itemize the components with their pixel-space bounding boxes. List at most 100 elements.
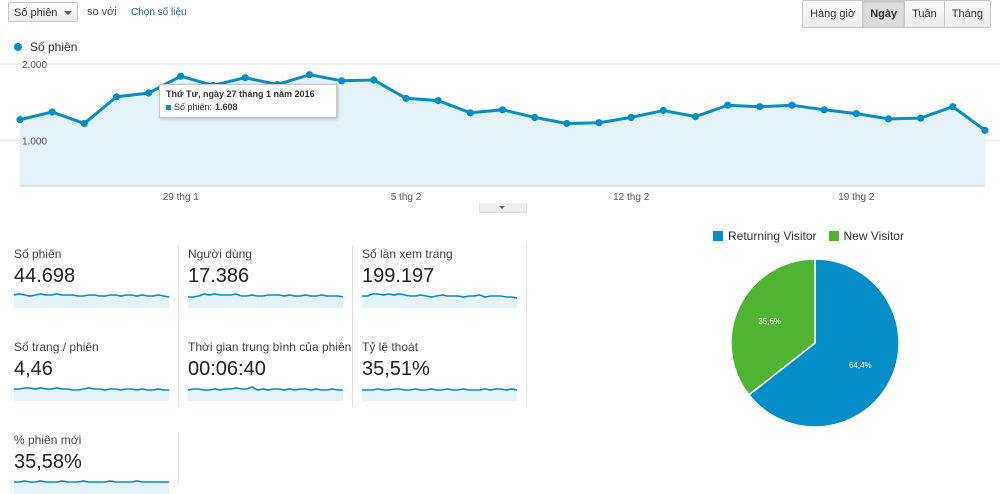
data-point: [627, 113, 635, 121]
metric-sparkline: [14, 387, 169, 401]
choose-metric-link[interactable]: Chọn số liệu: [131, 7, 187, 18]
chart-collapse-handle[interactable]: [479, 203, 527, 213]
pie-slice-label: 64,4%: [849, 361, 872, 370]
period-toggle: Hàng giờ Ngày Tuần Tháng: [802, 0, 991, 28]
data-point: [788, 101, 796, 109]
metric-tile-sessions[interactable]: Số phiên 44.698: [14, 247, 179, 308]
metric-tile-users[interactable]: Người dùng 17.386: [188, 247, 353, 308]
data-point: [112, 93, 121, 101]
y-tick-label: 1.000: [22, 136, 47, 147]
metric-value: 44.698: [14, 265, 76, 287]
metric-tile-avg-session-duration[interactable]: Thời gian trung bình của phiên 00:06:40: [188, 340, 353, 401]
x-tick-label: 19 thg 2: [838, 192, 875, 203]
data-point: [949, 103, 957, 111]
sparkline-area: [188, 387, 343, 401]
data-point: [981, 126, 989, 134]
sparkline-line: [188, 386, 343, 391]
tooltip-label: Số phiên:: [174, 102, 213, 112]
visitor-type-pie-chart[interactable]: 64,4% 35,6%: [730, 258, 900, 428]
data-point: [498, 106, 507, 114]
metric-tile-bounce-rate[interactable]: Tỷ lệ thoát 35,51%: [362, 340, 527, 401]
sparkline-area: [362, 294, 517, 308]
data-point: [563, 119, 571, 128]
period-week-button[interactable]: Tuần: [904, 1, 944, 27]
metric-value: 199.197: [362, 265, 435, 287]
divider: [526, 245, 527, 407]
toolbar: Số phiên so với Chọn số liệu Hàng giờ Ng…: [0, 0, 1000, 28]
data-point: [241, 74, 249, 82]
metric-label: % phiên mới: [14, 433, 82, 447]
data-point: [434, 97, 442, 105]
metric-tile-pageviews[interactable]: Số lần xem trang 199.197: [362, 247, 527, 308]
legend-swatch-icon: [713, 231, 723, 241]
sparkline-line: [362, 293, 517, 299]
divider: [352, 245, 353, 407]
data-point: [917, 114, 925, 122]
pie-slice-returning-visitor: [747, 258, 900, 428]
data-point: [466, 109, 474, 117]
sparkline-area: [362, 389, 517, 401]
data-point: [145, 89, 153, 97]
pie-legend-item[interactable]: New Visitor: [828, 229, 904, 243]
metric-label: Thời gian trung bình của phiên: [188, 340, 352, 354]
data-point: [402, 94, 410, 102]
metric-tile-new-sessions[interactable]: % phiên mới 35,58%: [14, 433, 179, 494]
period-day-button[interactable]: Ngày: [862, 1, 905, 27]
data-point: [370, 76, 378, 84]
chart-legend[interactable]: Số phiên: [14, 40, 77, 54]
data-point: [48, 108, 56, 116]
metric-sparkline: [188, 386, 343, 401]
x-tick-label: 12 thg 2: [613, 192, 650, 203]
metric-sparkline: [362, 388, 517, 401]
metric-sparkline: [14, 293, 169, 308]
pie-legend-label: New Visitor: [843, 229, 904, 243]
data-point: [177, 72, 185, 80]
legend-series-label: Số phiên: [30, 40, 78, 54]
data-point: [820, 106, 828, 114]
metric-label: Tỷ lệ thoát: [362, 340, 419, 354]
sparkline-area: [14, 388, 169, 401]
metric-sparkline: [188, 293, 343, 308]
data-point: [80, 119, 88, 128]
pie-slice-new-visitor: [730, 258, 816, 396]
metric-select[interactable]: Số phiên: [8, 2, 78, 22]
x-tick-label: 29 thg 1: [163, 192, 200, 203]
sparkline-area: [188, 294, 343, 308]
compare-label: so với: [87, 6, 117, 18]
series-dot-icon: [14, 43, 22, 51]
metric-label: Số lần xem trang: [362, 247, 453, 261]
pie-slice-label: 35,6%: [758, 317, 781, 326]
data-point: [756, 103, 764, 111]
data-point: [724, 101, 732, 109]
chart-tooltip: Thứ Tư, ngày 27 tháng 1 năm 2016 Số phiê…: [159, 84, 337, 118]
pie-legend: Returning Visitor New Visitor: [713, 229, 916, 243]
metric-label: Người dùng: [188, 247, 252, 261]
sparkline-line: [362, 388, 517, 391]
sparkline-line: [14, 480, 169, 483]
data-point: [852, 110, 860, 118]
sessions-line-chart[interactable]: 2.000 1.000 29 thg 1 5 thg 2 12 thg 2 19 thg …: [0, 56, 1000, 206]
metric-value: 35,58%: [14, 451, 82, 473]
sparkline-area: [14, 294, 169, 308]
metric-value: 35,51%: [362, 358, 430, 380]
x-tick-label: 5 thg 2: [391, 192, 422, 203]
period-month-button[interactable]: Tháng: [943, 1, 990, 27]
data-point: [691, 113, 700, 121]
metric-tile-pages-per-session[interactable]: Số trang / phiên 4,46: [14, 340, 179, 401]
pie-legend-item[interactable]: Returning Visitor: [713, 229, 817, 243]
metric-value: 4,46: [14, 358, 53, 380]
metric-sparkline: [362, 293, 517, 308]
legend-swatch-icon: [828, 231, 839, 241]
data-point: [305, 71, 314, 79]
data-point: [884, 115, 893, 123]
data-point: [595, 119, 603, 127]
chevron-down-icon: [64, 11, 72, 15]
data-point: [659, 106, 667, 115]
metric-value: 00:06:40: [188, 358, 266, 380]
sparkline-area: [14, 481, 169, 494]
divider: [178, 432, 179, 484]
pie-legend-label: Returning Visitor: [728, 229, 817, 243]
y-tick-label: 2.000: [22, 60, 47, 71]
period-hourly-button[interactable]: Hàng giờ: [803, 1, 863, 27]
data-point: [531, 113, 539, 121]
